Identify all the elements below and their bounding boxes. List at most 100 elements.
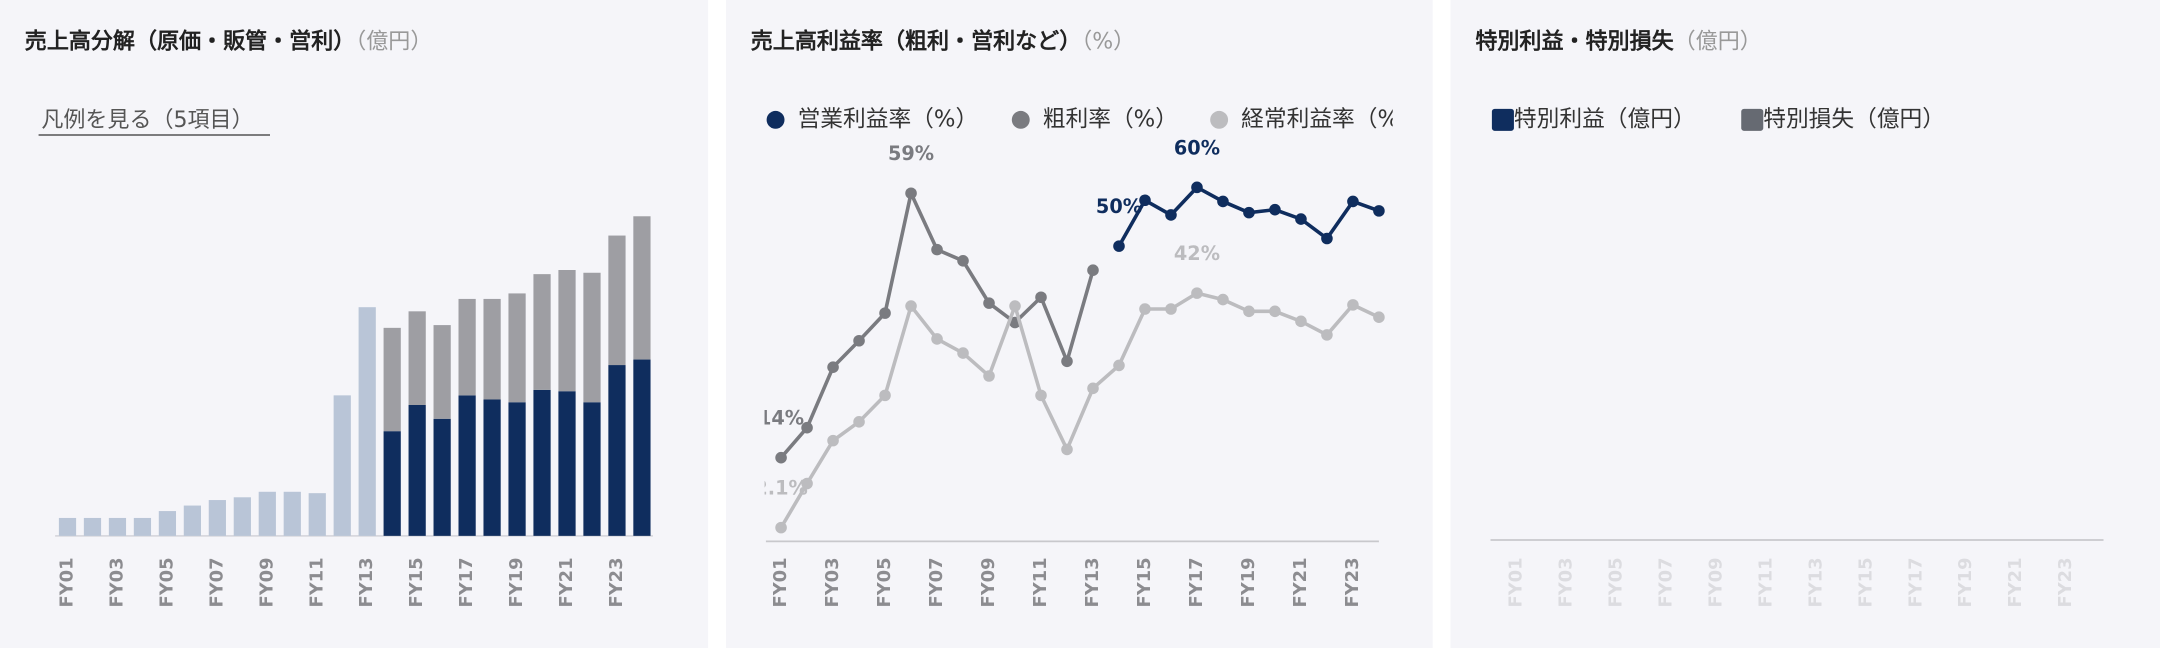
bar-segment	[583, 402, 601, 536]
x-tick-label: FY13	[1805, 557, 1826, 607]
bar-segment	[558, 270, 576, 392]
x-tick-label: FY07	[1656, 557, 1677, 607]
point	[827, 434, 839, 447]
point	[1321, 329, 1333, 341]
point	[1373, 205, 1385, 217]
point	[905, 187, 917, 200]
bar-segment	[608, 235, 626, 366]
x-tick-label: FY15	[406, 557, 427, 607]
point	[1217, 293, 1229, 306]
bar-segment	[283, 491, 301, 536]
bar-segment	[233, 497, 251, 536]
bar-segment	[83, 517, 102, 536]
title-text: 売上高利益率（粗利・営利など）	[751, 29, 1081, 55]
x-tick-label: FY19	[506, 557, 527, 607]
legend-label: 営業利益率（%）	[798, 106, 979, 132]
bar-segment	[383, 327, 401, 432]
x-tick-label: FY21	[1290, 557, 1311, 607]
bar-segment	[633, 359, 651, 536]
panel	[1450, 0, 2160, 648]
x-tick-label: FY17	[456, 557, 477, 607]
x-tick-label: FY17	[1905, 557, 1926, 607]
legend-swatch	[1210, 110, 1229, 129]
bar-segment	[458, 298, 476, 396]
point	[983, 370, 995, 382]
point	[1009, 300, 1021, 312]
legend-item: 粗利率（%）	[1011, 106, 1178, 132]
x-tick-label: FY21	[2005, 557, 2026, 607]
point	[1165, 209, 1177, 221]
point	[1113, 240, 1125, 252]
legend-swatch	[1741, 108, 1764, 131]
point	[1347, 195, 1359, 208]
bar-segment	[508, 402, 526, 536]
x-tick-label: FY05	[156, 557, 177, 607]
x-tick-label: FY09	[256, 557, 277, 607]
data-label: 60%	[1174, 136, 1220, 159]
point	[1269, 203, 1281, 216]
title-text: 特別利益・特別損失	[1475, 29, 1674, 55]
legend-swatch	[1011, 110, 1030, 129]
x-tick-label: FY11	[1030, 557, 1051, 607]
point	[1243, 206, 1255, 219]
bar-segment	[533, 389, 551, 536]
point	[1165, 303, 1177, 315]
point	[1113, 359, 1125, 372]
point	[1139, 303, 1151, 315]
point	[775, 451, 787, 464]
legend-item: 営業利益率（%）	[766, 106, 979, 132]
point	[879, 389, 891, 402]
bar-segment	[483, 298, 501, 400]
title-text: 売上高分解（原価・販管・営利）	[25, 29, 355, 55]
legend-label: 特別損失（億円）	[1763, 106, 1945, 132]
chart-title: 売上高分解（原価・販管・営利）（億円）	[25, 29, 433, 55]
x-tick-label: FY11	[306, 557, 327, 607]
bar-segment	[508, 293, 526, 403]
point	[905, 300, 917, 312]
x-tick-label: FY17	[1186, 557, 1207, 607]
point	[801, 477, 813, 490]
x-tick-label: FY03	[1556, 557, 1577, 607]
point	[827, 361, 839, 373]
title-unit: （億円）	[355, 30, 432, 55]
bar-segment	[183, 505, 201, 536]
plot: 14% 59% 2.1% 42% 50% 60%	[754, 136, 1385, 534]
x-tick-label: FY19	[1955, 557, 1976, 607]
x-tick-label: FY01	[56, 557, 77, 607]
bar-segment	[483, 399, 501, 536]
point	[879, 307, 891, 319]
legend-toggle[interactable]: 凡例を見る（5項目）	[41, 108, 253, 133]
point	[1347, 299, 1359, 311]
bar-segment	[458, 395, 476, 536]
legend-swatch	[766, 110, 785, 129]
chart-title: 特別利益・特別損失（億円）	[1475, 29, 1761, 55]
point	[1243, 305, 1255, 318]
data-label: 2.1%	[754, 477, 807, 500]
point	[1191, 181, 1203, 194]
point	[1295, 213, 1307, 225]
point	[1139, 194, 1151, 207]
bar-segment	[558, 391, 576, 536]
panel	[0, 0, 709, 648]
legend-item: 経常利益率（%）	[1210, 106, 1393, 132]
bar-segment	[408, 311, 426, 405]
bar-segment	[308, 493, 326, 536]
x-tick-label: FY13	[356, 557, 377, 607]
point	[931, 333, 943, 345]
point	[1087, 382, 1099, 395]
x-tick-label: FY01	[1506, 557, 1527, 607]
point	[1087, 264, 1099, 276]
point	[1061, 443, 1073, 456]
legend-label: 粗利率（%）	[1043, 106, 1178, 132]
bar-segment	[333, 395, 351, 536]
bar-segment	[608, 365, 626, 536]
chart: 売上高分解（原価・販管・営利）（億円） 凡例を見る（5項目） FY01 FY03 FY0…	[25, 29, 653, 608]
x-tick-label: FY13	[1082, 557, 1103, 607]
bar-segment	[533, 274, 551, 390]
data-label: 59%	[888, 142, 934, 165]
x-tick-label: FY07	[926, 557, 947, 607]
bar-segment	[583, 272, 601, 403]
point	[1217, 195, 1229, 208]
x-tick-label: FY07	[206, 557, 227, 607]
